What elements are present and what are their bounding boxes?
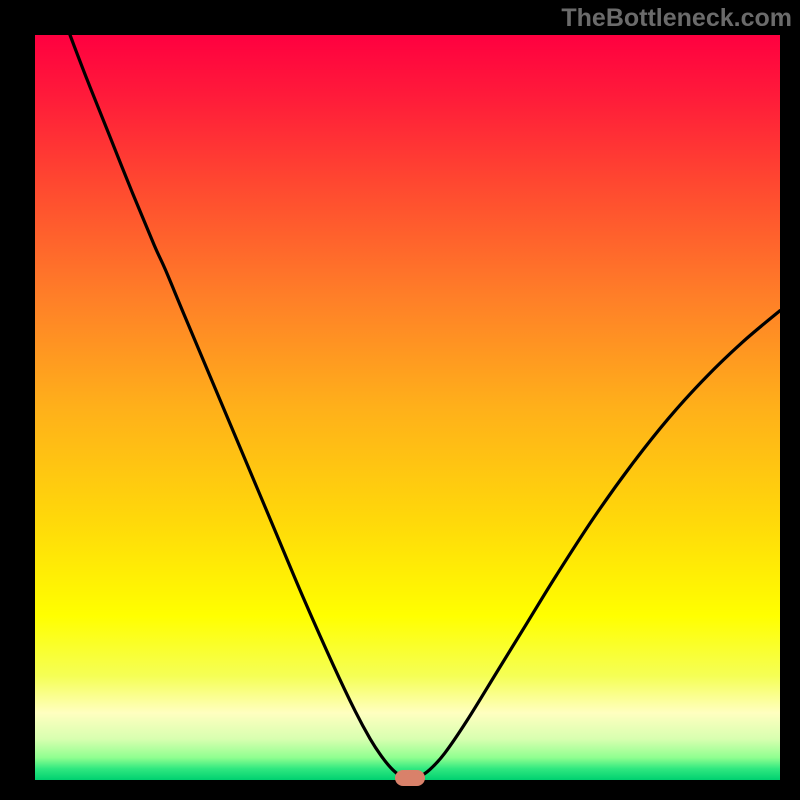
watermark-text: TheBottleneck.com	[561, 4, 792, 33]
chart-svg	[0, 0, 800, 800]
bottleneck-marker	[395, 770, 425, 786]
chart-stage: TheBottleneck.com	[0, 0, 800, 800]
plot-area	[35, 35, 780, 780]
